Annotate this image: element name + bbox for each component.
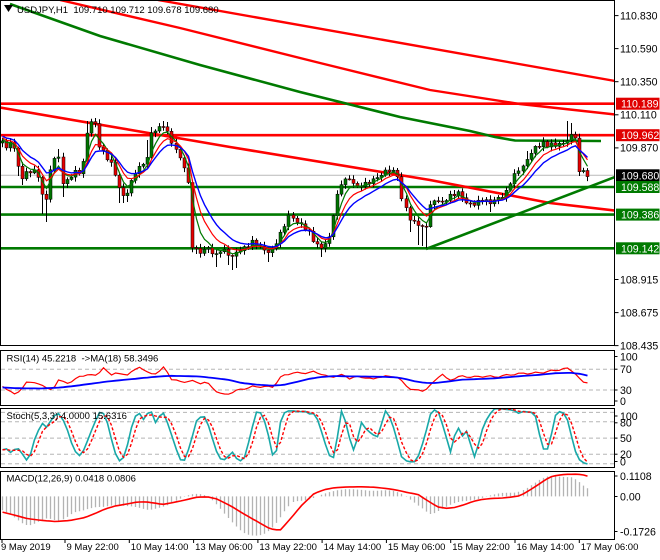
svg-text:USDJPY,H1 109.710 109.712 109: USDJPY,H1 109.710 109.712 109.678 109.68… — [17, 5, 219, 16]
svg-text:108.675: 108.675 — [620, 307, 658, 319]
svg-text:0: 0 — [620, 396, 626, 408]
svg-text:20: 20 — [620, 449, 632, 461]
svg-text:110.350: 110.350 — [620, 77, 658, 89]
svg-text:109.870: 109.870 — [620, 143, 658, 155]
svg-text:15 May 22:00: 15 May 22:00 — [452, 542, 510, 553]
svg-text:109.142: 109.142 — [621, 243, 659, 255]
svg-text:0: 0 — [620, 456, 626, 468]
svg-text:RSI(14) 45.2218 ->MA(18) 58.3: RSI(14) 45.2218 ->MA(18) 58.3496 — [7, 354, 159, 365]
svg-text:0.00: 0.00 — [620, 491, 641, 503]
svg-text:9 May 22:00: 9 May 22:00 — [67, 542, 119, 553]
svg-text:13 May 06:00: 13 May 06:00 — [195, 542, 253, 553]
svg-text:9 May 2019: 9 May 2019 — [1, 542, 51, 553]
svg-text:110.830: 110.830 — [620, 10, 658, 22]
svg-text:110.189: 110.189 — [621, 99, 659, 111]
svg-text:13 May 22:00: 13 May 22:00 — [259, 542, 317, 553]
svg-text:70: 70 — [620, 364, 632, 376]
svg-text:110.110: 110.110 — [620, 110, 657, 122]
svg-text:MACD(12,26,9) 0.0418 0.0806: MACD(12,26,9) 0.0418 0.0806 — [7, 474, 136, 485]
svg-text:0.1108: 0.1108 — [620, 471, 652, 483]
svg-text:Stoch(5,3,3) 4.0000 15.6316: Stoch(5,3,3) 4.0000 15.6316 — [7, 411, 127, 422]
svg-text:16 May 14:00: 16 May 14:00 — [517, 542, 575, 553]
svg-text:110.590: 110.590 — [620, 43, 658, 55]
svg-text:109.680: 109.680 — [621, 170, 659, 182]
svg-text:80: 80 — [620, 418, 632, 430]
svg-text:50: 50 — [620, 433, 632, 445]
svg-text:109.962: 109.962 — [621, 130, 659, 142]
svg-text:100: 100 — [620, 411, 638, 423]
svg-text:14 May 14:00: 14 May 14:00 — [324, 542, 382, 553]
svg-text:17 May 06:00: 17 May 06:00 — [581, 542, 639, 553]
svg-text:10 May 14:00: 10 May 14:00 — [131, 542, 189, 553]
svg-text:15 May 06:00: 15 May 06:00 — [388, 542, 446, 553]
svg-text:108.435: 108.435 — [620, 340, 658, 352]
svg-text:109.386: 109.386 — [621, 210, 659, 222]
svg-text:100: 100 — [620, 351, 638, 363]
svg-text:-0.1726: -0.1726 — [620, 526, 656, 538]
svg-text:109.588: 109.588 — [621, 182, 659, 194]
svg-text:108.915: 108.915 — [620, 274, 658, 286]
svg-text:30: 30 — [620, 385, 632, 397]
